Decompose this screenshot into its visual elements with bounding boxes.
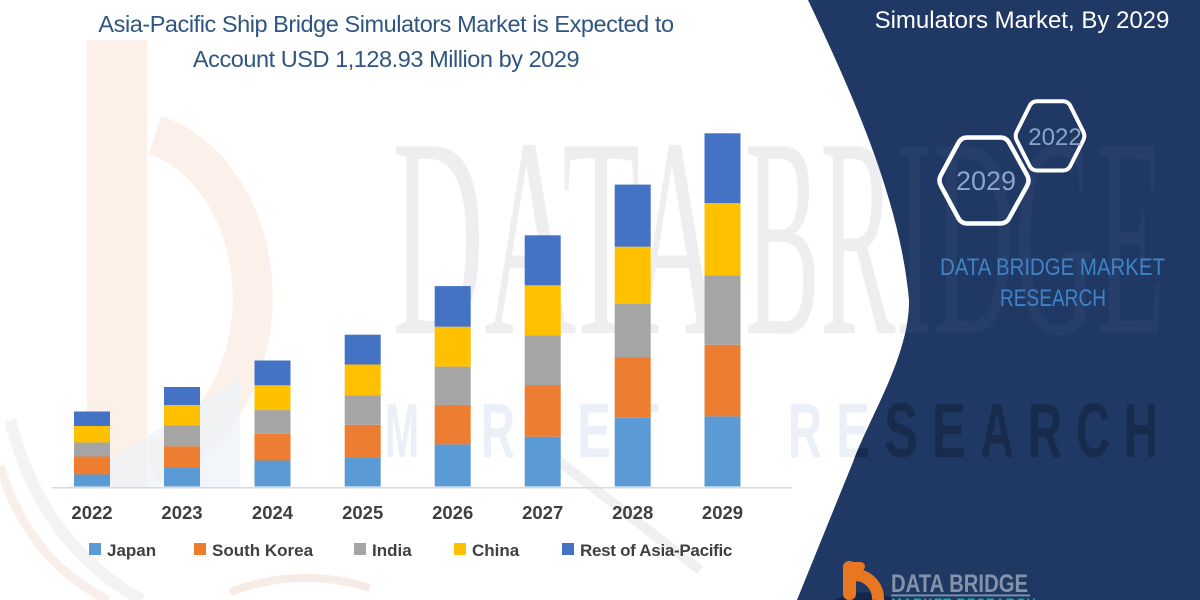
svg-text:RESEARCH: RESEARCH: [1000, 285, 1106, 312]
svg-text:K: K: [529, 388, 563, 474]
svg-text:T: T: [625, 388, 659, 474]
svg-text:S: S: [884, 388, 918, 474]
svg-text:R: R: [1028, 388, 1062, 474]
svg-text:MARKET RESEARCH: MARKET RESEARCH: [891, 596, 1037, 600]
svg-text:DATA BRIDGE MARKET: DATA BRIDGE MARKET: [940, 254, 1165, 281]
svg-text:R: R: [788, 388, 822, 474]
svg-text:BRIDGE: BRIDGE: [745, 79, 1165, 395]
svg-text:E: E: [932, 388, 966, 474]
svg-text:2022: 2022: [1028, 124, 1081, 151]
svg-text:C: C: [1076, 388, 1110, 474]
svg-text:A: A: [980, 388, 1014, 474]
svg-text:R: R: [788, 388, 822, 474]
svg-text:M: M: [385, 388, 419, 474]
svg-text:A: A: [433, 388, 467, 474]
svg-text:E: E: [836, 388, 870, 474]
svg-text:R: R: [481, 388, 515, 474]
svg-text:2029: 2029: [956, 166, 1016, 196]
svg-text:H: H: [1124, 388, 1158, 474]
svg-text:R: R: [481, 388, 515, 474]
svg-text:E: E: [577, 388, 611, 474]
svg-text:M: M: [385, 388, 419, 474]
svg-text:DATA BRIDGE: DATA BRIDGE: [891, 570, 1028, 598]
svg-text:E: E: [577, 388, 611, 474]
